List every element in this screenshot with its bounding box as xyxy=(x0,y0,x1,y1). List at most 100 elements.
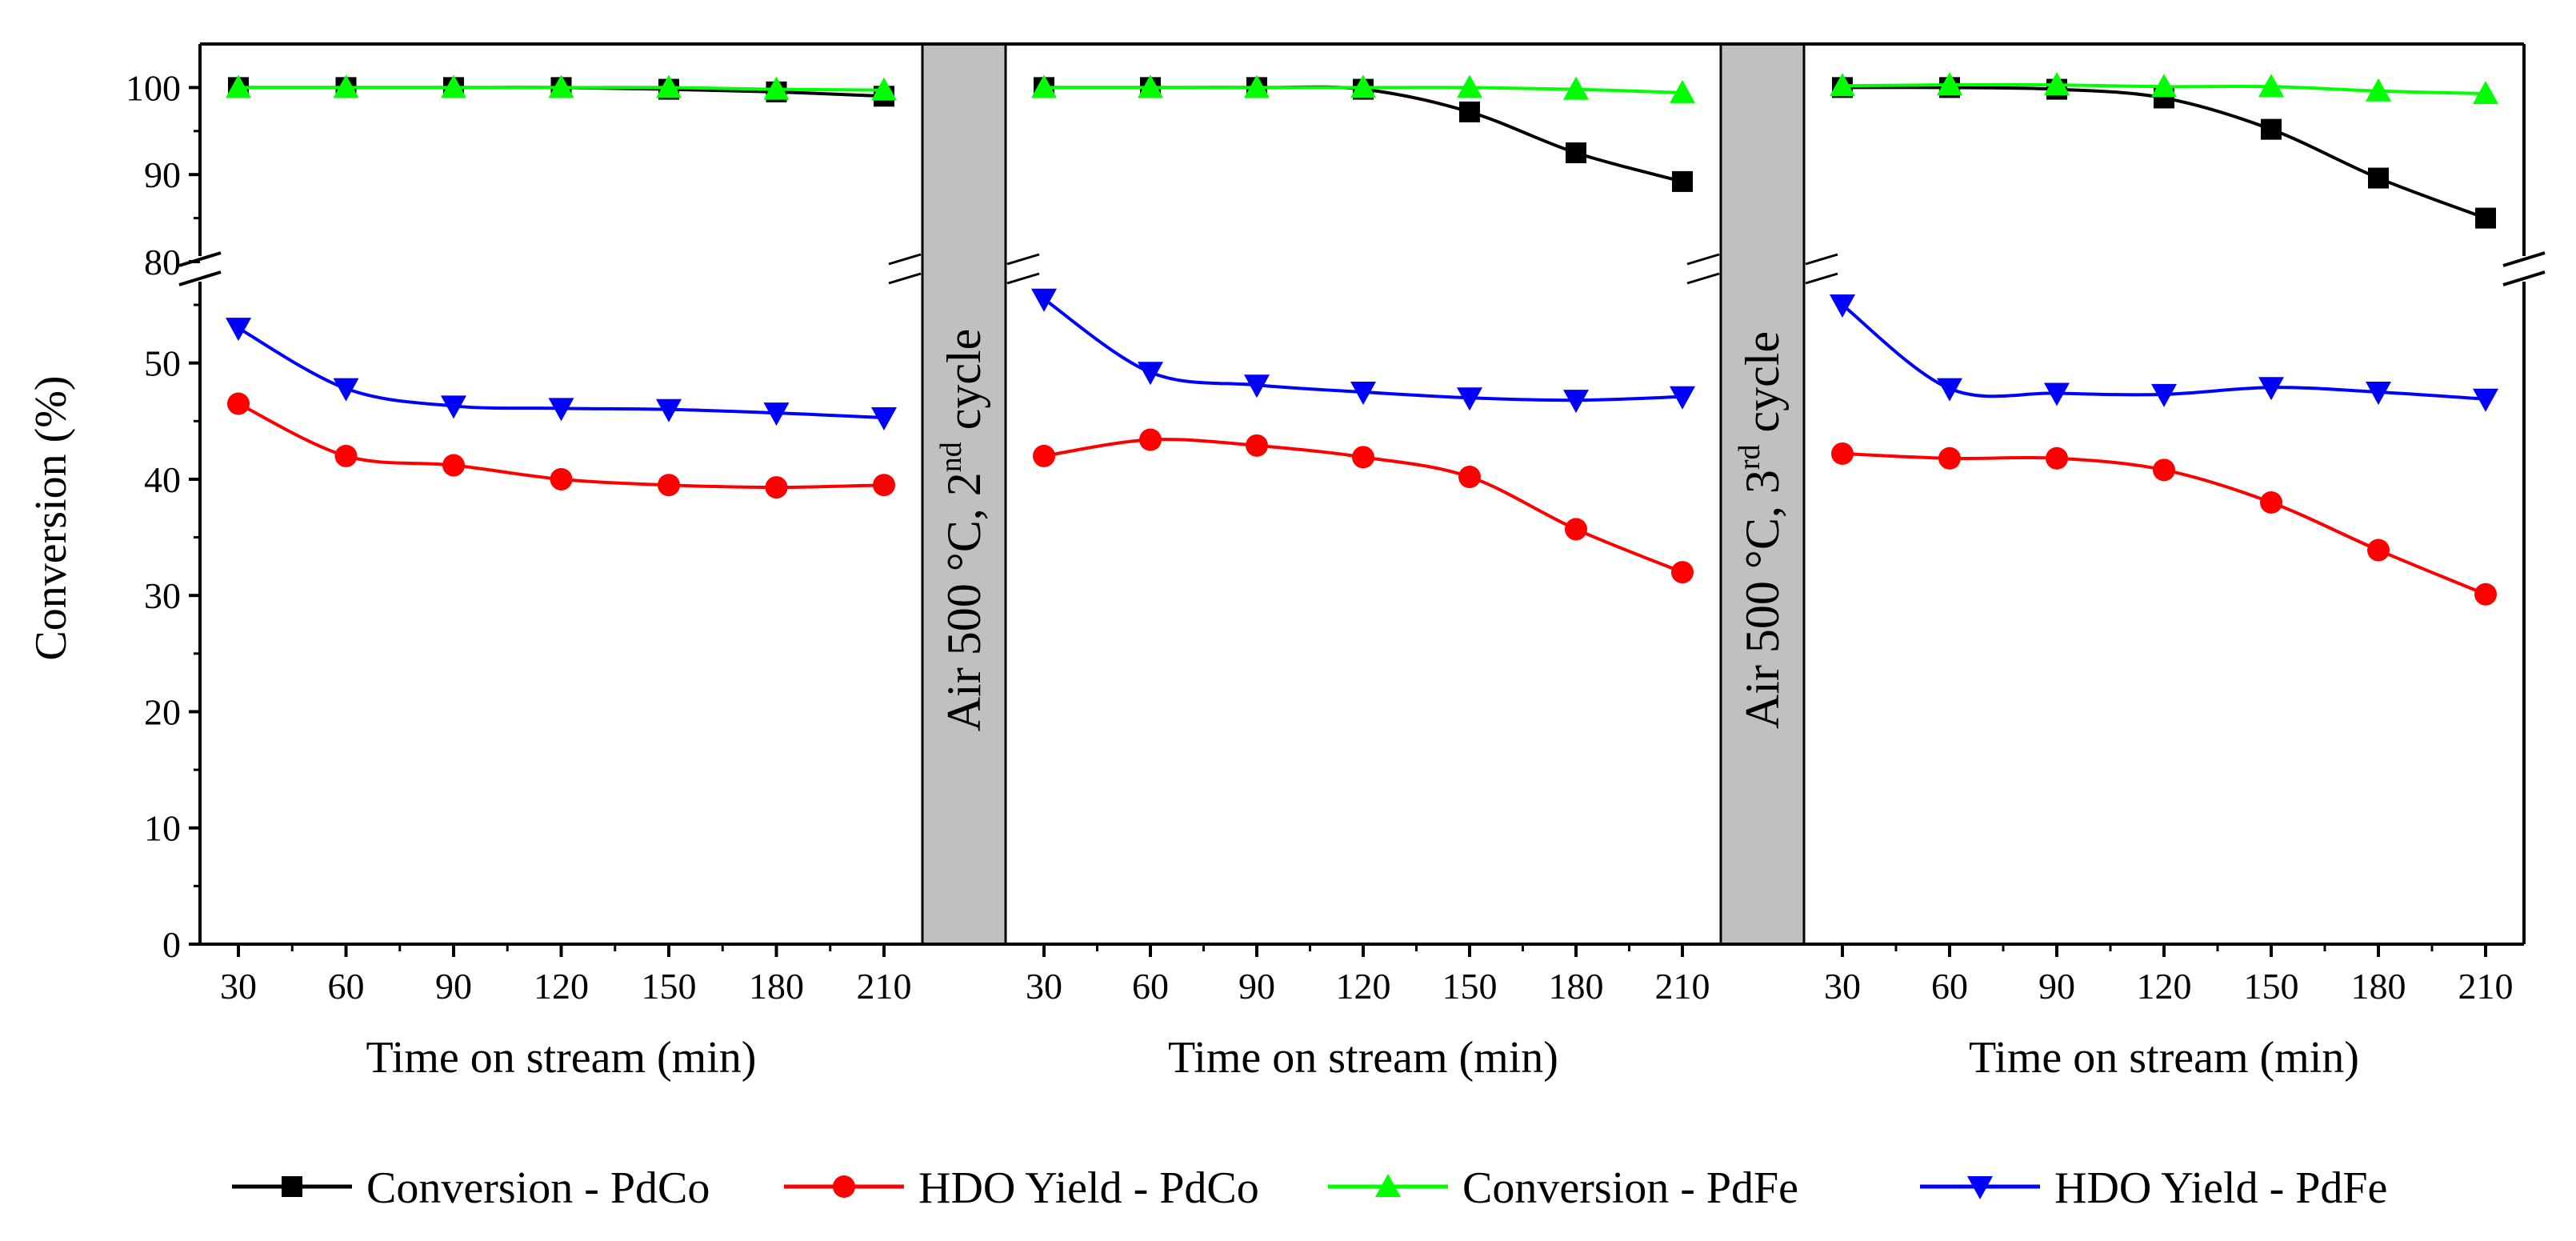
data-point xyxy=(333,378,359,402)
legend: Conversion - PdCo HDO Yield - PdCo Convers… xyxy=(232,1163,2387,1213)
x-tick-label: 150 xyxy=(1442,966,1498,1007)
x-tick-label: 30 xyxy=(1026,966,1062,1007)
chart-panel-2: 30 60 90 120 150 180 210 Time on stream (min) xyxy=(1026,74,1710,1083)
series-line xyxy=(1044,85,1683,183)
series-hdo-yield-pdfe xyxy=(226,318,897,430)
data-point xyxy=(550,467,573,490)
series-hdo-yield-pdco xyxy=(227,392,895,499)
axis-break-mark xyxy=(888,253,922,285)
data-point xyxy=(548,74,574,98)
x-tick-label: 90 xyxy=(2038,966,2075,1007)
data-point xyxy=(656,398,682,422)
legend-label: HDO Yield - PdCo xyxy=(918,1163,1259,1213)
legend-marker xyxy=(1967,1176,1993,1199)
regeneration-label: Air 500 °C, 2nd cycle xyxy=(934,329,990,732)
series-hdo-yield-pdfe xyxy=(1830,294,2498,412)
data-point xyxy=(2044,382,2070,406)
legend-label: Conversion - PdCo xyxy=(366,1163,710,1213)
series-conversion-pdfe xyxy=(1830,72,2498,105)
regeneration-band xyxy=(1719,42,1806,946)
data-point xyxy=(1033,444,1055,467)
data-point xyxy=(1565,518,1587,541)
data-point xyxy=(763,402,790,426)
data-point xyxy=(1139,428,1162,451)
data-point xyxy=(2261,118,2282,140)
legend-label: HDO Yield - PdFe xyxy=(2054,1163,2387,1213)
x-tick-label: 120 xyxy=(534,966,589,1007)
data-point xyxy=(441,395,466,419)
legend-marker xyxy=(1375,1174,1401,1197)
regeneration-label-main: Air 500 °C, 3 xyxy=(1736,470,1789,729)
data-point xyxy=(1830,294,1855,318)
x-tick-label: 60 xyxy=(1931,966,1968,1007)
x-tick-label: 30 xyxy=(220,966,257,1007)
data-point xyxy=(1670,79,1695,103)
data-point xyxy=(1458,466,1481,489)
y-tick-label: 0 xyxy=(162,924,181,965)
regeneration-label-sup: rd xyxy=(1733,444,1766,470)
data-point xyxy=(873,474,895,497)
data-point xyxy=(1244,374,1270,398)
y-tick-label: 100 xyxy=(126,67,181,108)
data-point xyxy=(2475,207,2496,229)
data-point xyxy=(1350,382,1376,405)
axis-break-mark xyxy=(1006,253,1040,285)
data-point xyxy=(2366,78,2391,102)
y-tick-label: 90 xyxy=(144,154,181,195)
data-point xyxy=(1831,442,1854,465)
x-tick-label: 30 xyxy=(1824,966,1861,1007)
series-conversion-pdfe xyxy=(226,74,897,101)
y-tick-label: 10 xyxy=(144,808,181,849)
data-point xyxy=(334,444,358,467)
data-point xyxy=(1671,561,1694,584)
data-point xyxy=(1246,434,1268,457)
x-tick-label: 120 xyxy=(2137,966,2192,1007)
data-point xyxy=(226,74,251,98)
series-conversion-pdfe xyxy=(1031,74,1695,103)
y-tick-label: 20 xyxy=(144,691,181,732)
data-point xyxy=(871,77,897,101)
data-point xyxy=(1672,170,1693,192)
data-point xyxy=(1937,72,1962,96)
data-point xyxy=(1457,387,1482,411)
x-tick-label: 90 xyxy=(435,966,472,1007)
chart-panel-1: 30 60 90 120 150 180 210 Time on stream (min) xyxy=(220,74,912,1083)
regeneration-band xyxy=(921,42,1007,946)
regeneration-label-tail: cycle xyxy=(938,329,990,442)
data-point xyxy=(2258,74,2284,98)
data-point xyxy=(1937,378,1962,402)
data-point xyxy=(1459,101,1480,122)
x-tick-label: 210 xyxy=(2458,966,2514,1007)
data-point xyxy=(1031,74,1057,98)
legend-entry: Conversion - PdFe xyxy=(1328,1163,1798,1213)
data-point xyxy=(1938,446,1961,470)
data-point xyxy=(1138,74,1163,98)
data-point xyxy=(1670,386,1695,410)
data-point xyxy=(656,74,682,98)
data-point xyxy=(226,318,251,342)
series-hdo-yield-pdfe xyxy=(1031,288,1695,414)
data-point xyxy=(1563,76,1589,100)
x-tick-label: 210 xyxy=(857,966,912,1007)
data-point xyxy=(2473,388,2498,412)
data-point xyxy=(2366,382,2391,405)
chart-panel-3: 30 60 90 120 150 180 210 Time on stream (min) xyxy=(1824,72,2514,1083)
data-point xyxy=(227,392,250,415)
series-hdo-yield-pdco xyxy=(1831,442,2497,606)
axis-break-mark xyxy=(2498,251,2550,286)
data-point xyxy=(2474,582,2497,606)
y-axis-title: Conversion (%) xyxy=(26,375,76,660)
data-point xyxy=(333,74,359,98)
data-point xyxy=(2046,446,2068,470)
y-tick-label: 30 xyxy=(144,575,181,616)
x-tick-label: 120 xyxy=(1336,966,1391,1007)
x-axis-title: Time on stream (min) xyxy=(1969,1033,2359,1083)
data-point xyxy=(2473,81,2498,105)
regeneration-label-main: Air 500 °C, 2 xyxy=(938,472,990,731)
data-point xyxy=(1031,288,1057,312)
regeneration-label: Air 500 °C, 3rd cycle xyxy=(1733,331,1789,729)
data-point xyxy=(871,406,897,430)
axis-break-mark xyxy=(1686,253,1720,285)
data-point xyxy=(1350,74,1376,98)
